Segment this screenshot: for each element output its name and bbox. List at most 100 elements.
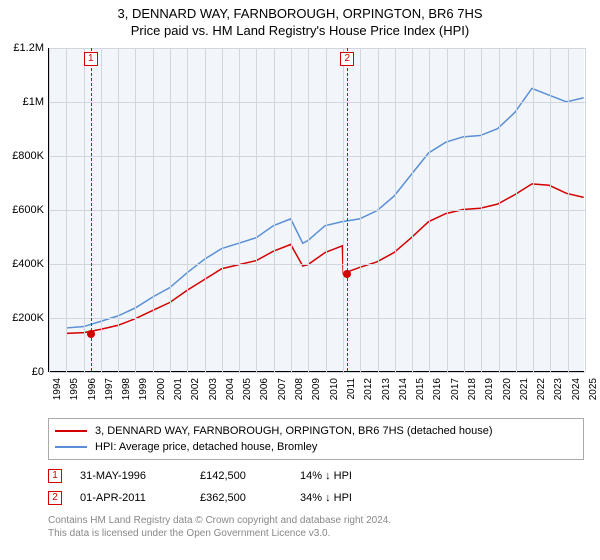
x-tick-label: 2018 [467, 378, 478, 400]
grid-line-v [135, 48, 136, 372]
grid-line-h [49, 156, 585, 157]
x-tick-label: 2014 [398, 378, 409, 400]
event-marker-dot [343, 270, 351, 278]
grid-line-v [222, 48, 223, 372]
grid-line-h [49, 48, 585, 49]
grid-line-v [239, 48, 240, 372]
grid-line-v [533, 48, 534, 372]
x-tick-label: 2011 [346, 378, 357, 400]
grid-line-v [378, 48, 379, 372]
y-tick-label: £600K [12, 204, 44, 216]
grid-line-v [447, 48, 448, 372]
grid-line-v [585, 48, 586, 372]
legend-label: 3, DENNARD WAY, FARNBOROUGH, ORPINGTON, … [95, 425, 493, 437]
y-tick-label: £0 [32, 366, 44, 378]
x-tick-label: 2009 [311, 378, 322, 400]
grid-line-v [291, 48, 292, 372]
x-tick-label: 2006 [259, 378, 270, 400]
event-price: £142,500 [200, 470, 300, 482]
x-tick-label: 2017 [450, 378, 461, 400]
grid-line-v [170, 48, 171, 372]
grid-line-v [326, 48, 327, 372]
x-tick-label: 1996 [87, 378, 98, 400]
grid-line-v [429, 48, 430, 372]
x-tick-label: 2003 [208, 378, 219, 400]
legend-swatch [55, 446, 87, 448]
x-tick-label: 1997 [104, 378, 115, 400]
x-tick-label: 2016 [432, 378, 443, 400]
x-tick-label: 2020 [502, 378, 513, 400]
grid-line-v [464, 48, 465, 372]
event-marker-box: 1 [84, 52, 98, 66]
x-tick-label: 2013 [381, 378, 392, 400]
legend-row: HPI: Average price, detached house, Brom… [55, 439, 577, 455]
grid-line-h [49, 210, 585, 211]
event-vline [347, 48, 348, 371]
grid-line-v [84, 48, 85, 372]
grid-line-v [395, 48, 396, 372]
event-marker-dot [87, 330, 95, 338]
x-tick-label: 1994 [52, 378, 63, 400]
event-row: 1 31-MAY-1996£142,50014% ↓ HPI [48, 466, 584, 486]
grid-line-v [516, 48, 517, 372]
x-tick-label: 2015 [415, 378, 426, 400]
x-tick-label: 2008 [294, 378, 305, 400]
y-tick-label: £200K [12, 312, 44, 324]
chart-container: 3, DENNARD WAY, FARNBOROUGH, ORPINGTON, … [0, 0, 600, 560]
event-box-icon: 2 [48, 491, 62, 505]
y-tick-label: £400K [12, 258, 44, 270]
x-tick-label: 2004 [225, 378, 236, 400]
event-date: 31-MAY-1996 [80, 470, 200, 482]
footer-line-1: Contains HM Land Registry data © Crown c… [48, 514, 584, 527]
grid-line-v [568, 48, 569, 372]
x-tick-label: 2000 [156, 378, 167, 400]
event-date: 01-APR-2011 [80, 492, 200, 504]
grid-line-v [187, 48, 188, 372]
x-tick-label: 2012 [363, 378, 374, 400]
x-tick-label: 2024 [571, 378, 582, 400]
grid-line-v [412, 48, 413, 372]
grid-line-v [499, 48, 500, 372]
event-box-icon: 1 [48, 469, 62, 483]
y-tick-label: £1M [23, 96, 44, 108]
y-tick-label: £800K [12, 150, 44, 162]
x-tick-label: 1998 [121, 378, 132, 400]
x-tick-label: 2010 [329, 378, 340, 400]
grid-line-v [101, 48, 102, 372]
grid-line-v [66, 48, 67, 372]
event-hpi: 14% ↓ HPI [300, 470, 584, 482]
x-tick-label: 2023 [553, 378, 564, 400]
x-tick-label: 2001 [173, 378, 184, 400]
x-tick-label: 1999 [138, 378, 149, 400]
grid-line-v [256, 48, 257, 372]
event-marker-box: 2 [340, 52, 354, 66]
event-row: 2 01-APR-2011£362,50034% ↓ HPI [48, 488, 584, 508]
legend-row: 3, DENNARD WAY, FARNBOROUGH, ORPINGTON, … [55, 423, 577, 439]
grid-line-v [360, 48, 361, 372]
grid-line-v [205, 48, 206, 372]
event-vline [91, 48, 92, 371]
x-tick-label: 1995 [69, 378, 80, 400]
grid-line-v [153, 48, 154, 372]
grid-line-v [481, 48, 482, 372]
chart-title: 3, DENNARD WAY, FARNBOROUGH, ORPINGTON, … [0, 0, 600, 21]
grid-line-v [118, 48, 119, 372]
grid-line-h [49, 102, 585, 103]
grid-line-v [49, 48, 50, 372]
x-tick-label: 2025 [588, 378, 599, 400]
chart-subtitle: Price paid vs. HM Land Registry's House … [0, 21, 600, 38]
event-hpi: 34% ↓ HPI [300, 492, 584, 504]
grid-line-v [274, 48, 275, 372]
grid-line-h [49, 264, 585, 265]
x-tick-label: 2005 [242, 378, 253, 400]
footer-line-2: This data is licensed under the Open Gov… [48, 527, 584, 540]
grid-line-h [49, 372, 585, 373]
plot-area: 12 [48, 48, 584, 372]
footer-attribution: Contains HM Land Registry data © Crown c… [48, 514, 584, 540]
grid-line-v [308, 48, 309, 372]
legend-label: HPI: Average price, detached house, Brom… [95, 441, 317, 453]
y-tick-label: £1.2M [13, 42, 44, 54]
grid-line-v [550, 48, 551, 372]
event-price: £362,500 [200, 492, 300, 504]
x-tick-label: 2007 [277, 378, 288, 400]
